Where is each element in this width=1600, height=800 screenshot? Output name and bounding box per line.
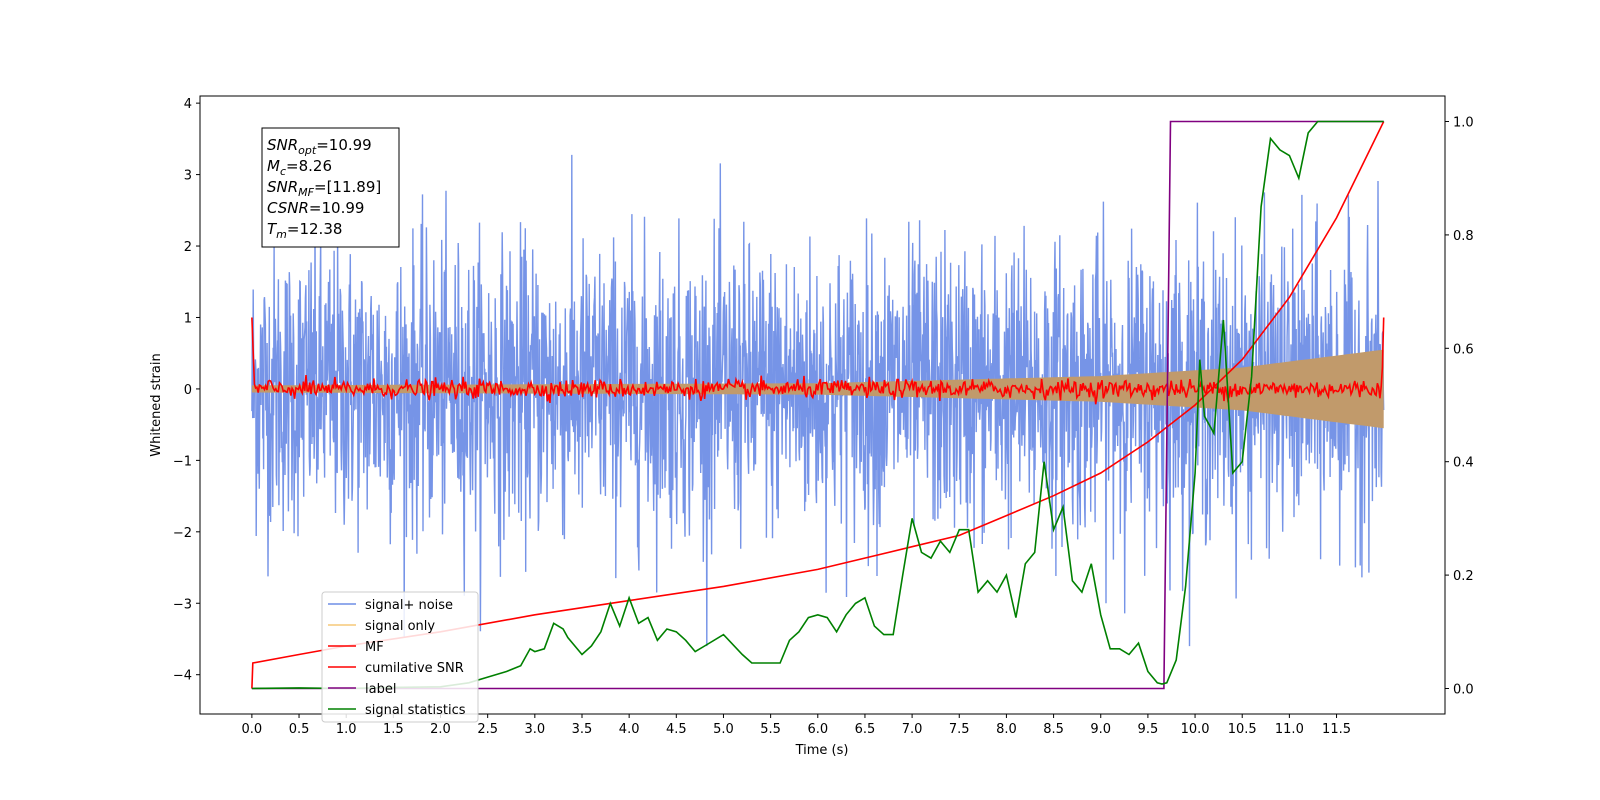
x-tick-label: 7.0: [902, 722, 923, 737]
x-axis-label: Time (s): [795, 743, 849, 758]
x-tick-label: 8.5: [1043, 722, 1064, 737]
y-tick-label: 3: [184, 169, 192, 184]
legend-entry: signal+ noise: [365, 598, 453, 613]
info-line: Mc=8.26: [267, 157, 332, 178]
info-line: SNRMF=[11.89]: [267, 178, 381, 199]
info-line: SNRopt=10.99: [267, 136, 372, 157]
legend-entry: signal statistics: [365, 703, 466, 718]
x-tick-label: 10.0: [1181, 722, 1210, 737]
x-tick-label: 5.5: [760, 722, 781, 737]
x-axis: 0.0 0.5 1.0 1.5 2.0 2.5 3.0 3.5 4.0 4.5 5.0 5.5 6.0 6…: [242, 714, 1351, 737]
x-tick-label: 1.5: [383, 722, 404, 737]
x-tick-label: 5.0: [713, 722, 734, 737]
x-tick-label: 2.0: [430, 722, 451, 737]
y-axis-right: 1.0 0.8 0.6 0.4 0.2 0.0: [1445, 116, 1474, 697]
series-signal-statistics: [251, 120, 1384, 690]
plot-area-frame: [199, 95, 1446, 715]
series-mf: [251, 317, 1385, 405]
legend-entry: label: [365, 682, 396, 697]
x-tick-label: 4.5: [666, 722, 687, 737]
y-tick-label: 0: [184, 383, 192, 398]
legend-entry: MF: [365, 640, 384, 655]
y-axis-label: Whitened strain: [149, 353, 164, 456]
info-line: CSNR=10.99: [267, 199, 364, 217]
x-tick-label: 6.5: [855, 722, 876, 737]
y2-tick-label: 0.4: [1453, 456, 1474, 471]
y-axis-left: 4 3 2 1 0 −1 −2 −3 −4: [173, 97, 200, 684]
x-tick-label: 1.0: [336, 722, 357, 737]
series-label: [251, 120, 1384, 690]
y-tick-label: 4: [184, 97, 192, 112]
y-tick-label: −4: [173, 669, 192, 684]
x-tick-label: 9.5: [1138, 722, 1159, 737]
x-tick-label: 8.0: [996, 722, 1017, 737]
x-tick-label: 2.5: [477, 722, 498, 737]
legend: signal+ noise signal only MF cumilative SNR…: [321, 591, 479, 723]
x-tick-label: 9.0: [1090, 722, 1111, 737]
x-tick-label: 11.0: [1275, 722, 1304, 737]
y-tick-label: 1: [184, 311, 192, 326]
x-tick-label: 6.0: [807, 722, 828, 737]
x-tick-label: 3.0: [524, 722, 545, 737]
y2-tick-label: 1.0: [1453, 116, 1474, 131]
y-tick-label: −2: [173, 526, 192, 541]
y2-tick-label: 0.8: [1453, 229, 1474, 244]
x-tick-label: 10.5: [1228, 722, 1257, 737]
info-line: Tm=12.38: [267, 220, 342, 241]
info-box-frame: [261, 127, 400, 248]
legend-entry: signal only: [365, 619, 435, 634]
x-tick-label: 11.5: [1322, 722, 1351, 737]
series-signal-noise: [251, 154, 1385, 647]
x-tick-label: 0.5: [289, 722, 310, 737]
y2-tick-label: 0.6: [1453, 342, 1474, 357]
y-tick-label: −3: [173, 597, 192, 612]
x-tick-label: 0.0: [242, 722, 263, 737]
x-tick-label: 4.0: [619, 722, 640, 737]
x-tick-label: 3.5: [572, 722, 593, 737]
y-tick-label: 2: [184, 240, 192, 255]
y-tick-label: −1: [173, 454, 192, 469]
y2-tick-label: 0.2: [1453, 569, 1474, 584]
y2-tick-label: 0.0: [1453, 682, 1474, 697]
legend-frame: [321, 591, 479, 723]
x-tick-label: 7.5: [949, 722, 970, 737]
info-box: SNRopt=10.99Mc=8.26SNRMF=[11.89]CSNR=10.…: [261, 127, 400, 248]
legend-entry: cumilative SNR: [365, 661, 464, 676]
